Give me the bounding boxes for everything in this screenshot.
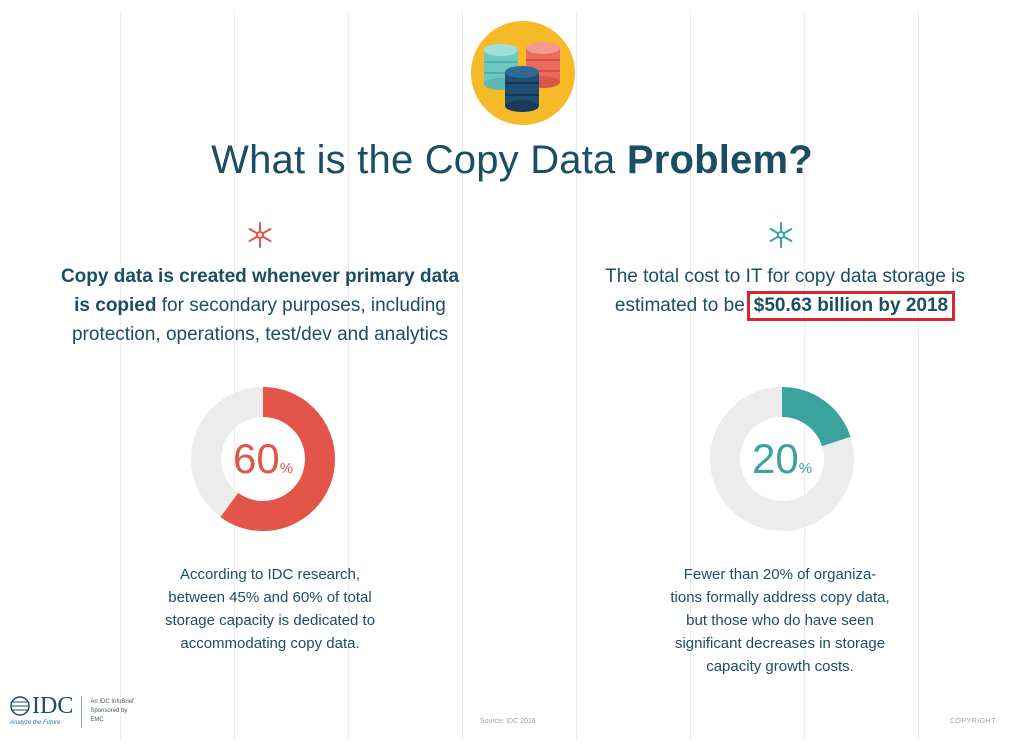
- idc-logo: IDC Analyze the Future An IDC InfoBrief …: [10, 694, 170, 728]
- globe-icon: [10, 696, 30, 716]
- idc-mark: IDC Analyze the Future: [10, 694, 73, 726]
- asterisk-icon: [245, 220, 275, 250]
- donut-left-unit: %: [279, 460, 294, 477]
- right-note-line: but those who do have seen: [686, 612, 874, 629]
- left-lead-rest-2: for secondary purposes, including: [156, 295, 446, 316]
- donut-chart-left: 60%: [188, 384, 338, 534]
- brief-line: Sponsored by: [90, 708, 128, 714]
- brief-line: An IDC InfoBrief: [90, 699, 134, 705]
- donut-chart-right: 20%: [707, 384, 857, 534]
- page-title: What is the Copy Data Problem?: [0, 138, 1024, 183]
- right-note-line: Fewer than 20% of organiza-: [683, 566, 877, 583]
- left-note-line: According to IDC research,: [179, 566, 361, 583]
- right-lead-1: The total cost to IT for copy data stora…: [605, 266, 965, 287]
- right-note-line: tions formally address copy data,: [670, 589, 890, 606]
- title-strong: Problem?: [626, 138, 813, 182]
- left-note-line: between 45% and 60% of total: [168, 589, 372, 606]
- left-note: According to IDC research, between 45% a…: [120, 563, 420, 655]
- left-note-line: accommodating copy data.: [180, 635, 360, 652]
- copyright-note: COPYRIGHT: [949, 718, 996, 725]
- logo-divider: [81, 696, 83, 728]
- title-regular: What is the Copy Data: [211, 138, 627, 182]
- left-lead-bold-1: Copy data is created whenever primary da…: [60, 266, 460, 287]
- idc-tagline: Analyze the Future: [10, 720, 61, 726]
- infobrief-label: An IDC InfoBrief Sponsored by EMC: [90, 698, 170, 725]
- cost-highlight: $50.63 billion by 2018: [746, 291, 956, 321]
- database-stack-icon: [470, 20, 576, 126]
- left-lead-bold-2: is copied: [74, 295, 157, 316]
- donut-left-svg: [191, 387, 335, 531]
- right-note: Fewer than 20% of organiza- tions formal…: [620, 563, 940, 678]
- grid-line: [576, 10, 577, 741]
- donut-left-arc: [191, 387, 335, 531]
- right-lead-text: The total cost to IT for copy data stora…: [560, 262, 1010, 321]
- right-note-line: significant decreases in storage: [674, 635, 886, 652]
- donut-right-unit: %: [798, 460, 813, 477]
- donut-right-value: 20: [751, 435, 799, 482]
- brief-line: EMC: [90, 717, 104, 723]
- donut-right-svg: [710, 387, 854, 531]
- donut-left-label: 60%: [188, 434, 338, 494]
- left-note-line: storage capacity is dedicated to: [164, 612, 376, 629]
- donut-left-value: 60: [232, 435, 280, 482]
- asterisk-icon: [766, 220, 796, 250]
- right-lead-2: estimated to be: [614, 295, 745, 316]
- idc-logo-text: IDC: [32, 693, 74, 719]
- donut-right-label: 20%: [707, 434, 857, 494]
- left-lead-text: Copy data is created whenever primary da…: [20, 262, 500, 349]
- grid-line: [462, 10, 463, 741]
- left-lead-3: protection, operations, test/dev and ana…: [71, 324, 448, 345]
- right-note-line: capacity growth costs.: [706, 658, 854, 675]
- donut-right-arc: [710, 387, 854, 531]
- source-note: Source: IDC 2016: [480, 718, 536, 725]
